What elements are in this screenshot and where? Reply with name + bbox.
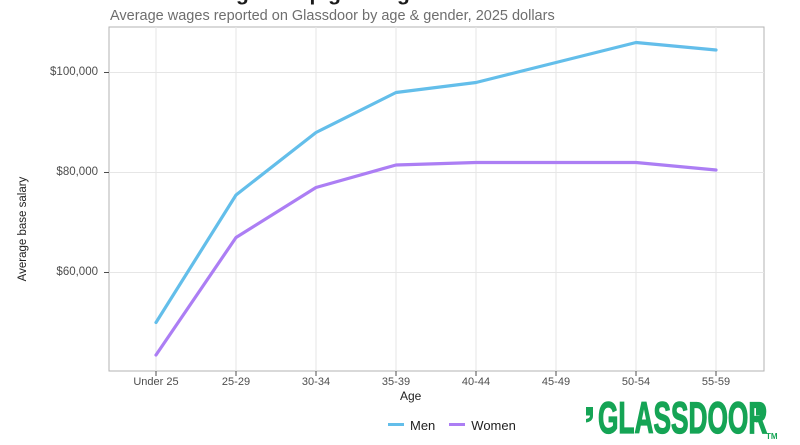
svg-text:TM: TM: [766, 432, 778, 441]
svg-text:GLASSDOOR: GLASSDOOR: [598, 393, 767, 443]
